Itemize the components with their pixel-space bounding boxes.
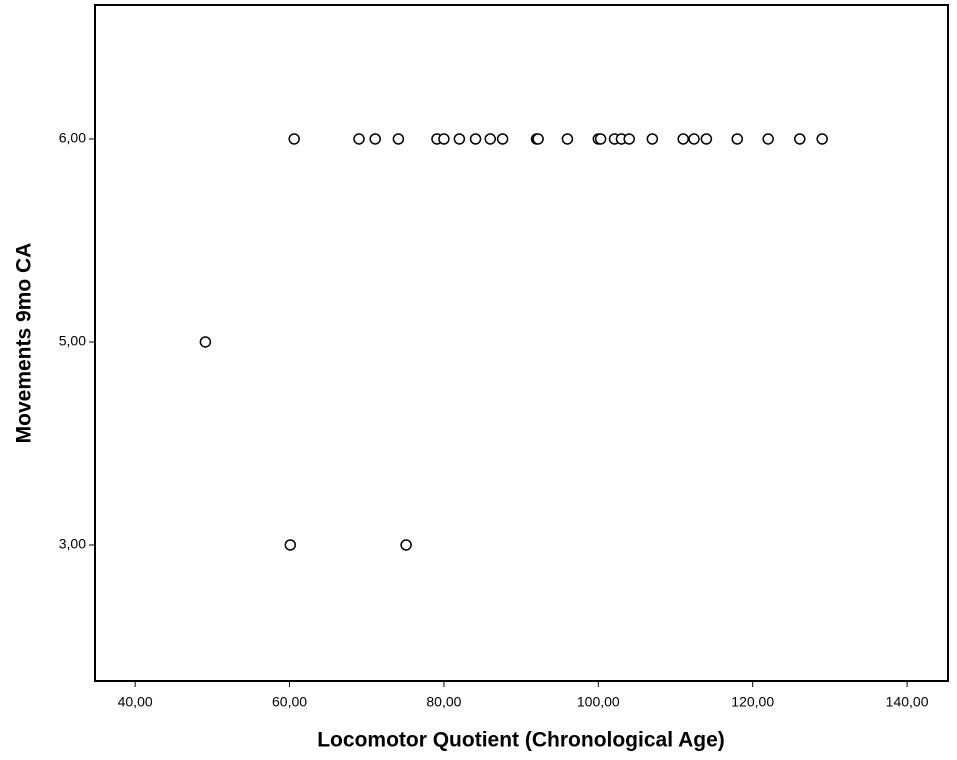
point xyxy=(469,133,482,145)
x-tick-label: 140,00 xyxy=(886,694,929,710)
point xyxy=(623,133,635,145)
point xyxy=(400,539,412,551)
point xyxy=(816,133,828,145)
point xyxy=(353,133,365,145)
y-tick-label: 5,00 xyxy=(59,333,86,349)
x-tick-label: 100,00 xyxy=(577,694,620,710)
point xyxy=(199,336,212,348)
point xyxy=(731,133,744,145)
x-tick-label: 80,00 xyxy=(426,694,461,710)
point xyxy=(438,133,450,145)
point xyxy=(532,133,544,145)
y-tick-label: 3,00 xyxy=(59,536,86,552)
point xyxy=(496,133,509,145)
point xyxy=(794,133,806,145)
point xyxy=(700,133,713,145)
point xyxy=(453,133,466,145)
x-tick-label: 120,00 xyxy=(731,694,774,710)
point xyxy=(284,539,297,551)
point xyxy=(594,133,607,145)
point xyxy=(369,133,381,145)
x-tick-label: 60,00 xyxy=(272,694,307,710)
y-tick-label: 6,00 xyxy=(59,130,86,146)
x-tick-label: 40,00 xyxy=(118,694,153,710)
point xyxy=(392,133,405,145)
point xyxy=(561,133,574,145)
y-axis-label: Movements 9mo CA xyxy=(13,243,36,444)
point xyxy=(646,133,659,145)
point xyxy=(762,133,774,145)
plot-frame xyxy=(94,4,949,682)
point xyxy=(677,133,689,145)
point xyxy=(288,133,300,145)
point xyxy=(484,133,496,145)
x-axis-label: Locomotor Quotient (Chronological Age) xyxy=(317,729,725,752)
point xyxy=(688,133,700,145)
